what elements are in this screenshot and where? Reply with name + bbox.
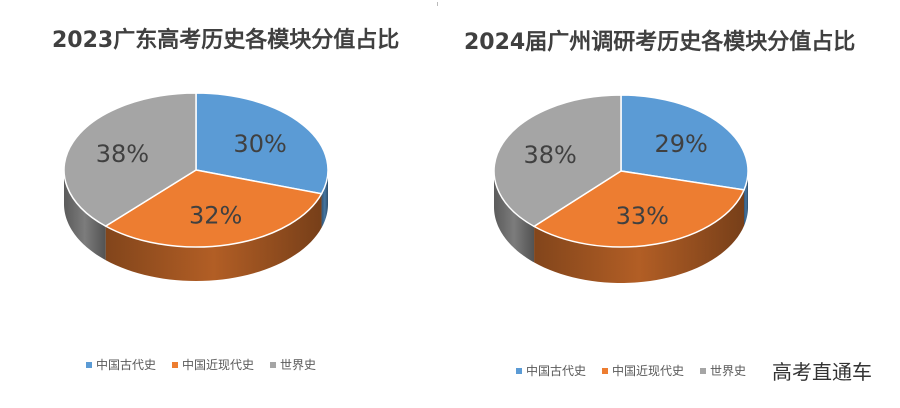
legend-2023: 中国古代史 中国近现代史 世界史: [86, 356, 316, 373]
chart-title-2023: 2023广东高考历史各模块分值占比: [52, 28, 400, 53]
legend-item-modern: 中国近现代史: [172, 356, 254, 373]
legend-swatch-blue: [516, 367, 522, 374]
legend-swatch-gray: [700, 367, 707, 374]
legend-swatch-orange: [172, 361, 179, 368]
pie-side-2: [494, 171, 535, 263]
watermark-text: 高考直通车: [772, 360, 872, 384]
pie-data-label: 38%: [524, 141, 577, 169]
legend-item-ancient: 中国古代史: [86, 356, 156, 373]
pie-data-label: 30%: [233, 130, 286, 158]
chart-panel-2023: 2023广东高考历史各模块分值占比 30% 32% 38% 中国古代史 中国近现代史…: [52, 28, 400, 373]
legend-label: 中国近现代史: [612, 364, 685, 378]
chart-panel-2024: 2024届广州调研考历史各模块分值占比 29% 33% 38% 中国古代史 中国近现…: [450, 0, 900, 408]
pie-side-1: [534, 189, 745, 283]
legend-label: 中国古代史: [526, 364, 587, 378]
pie-side-0: [744, 171, 748, 226]
legend-item-world: 世界史: [270, 356, 316, 373]
pie-data-label: 33%: [616, 202, 669, 230]
pie-slice-2: [493, 94, 622, 228]
legend-2024: 中国古代史 中国近现代史 世界史: [516, 362, 746, 379]
legend-item-ancient: 中国古代史: [516, 362, 586, 379]
pie-data-label: 32%: [189, 202, 242, 230]
top-tick-mark: [437, 2, 438, 6]
legend-swatch-blue: [86, 361, 92, 368]
legend-label: 中国古代史: [96, 358, 157, 372]
legend-label: 世界史: [710, 364, 747, 378]
legend-label: 世界史: [280, 358, 317, 372]
chart-title-2024: 2024届广州调研考历史各模块分值占比: [464, 30, 856, 55]
pie-slice-1: [104, 169, 323, 248]
pie-data-label: 38%: [96, 140, 149, 168]
legend-swatch-orange: [602, 367, 609, 374]
legend-item-world: 世界史: [700, 362, 746, 379]
pie-chart-2024: 29% 33% 38%: [493, 94, 749, 283]
pie-chart-2023: 30% 32% 38%: [63, 92, 329, 281]
pie-slice-1: [532, 170, 746, 248]
pie-side-1: [105, 193, 322, 281]
pie-data-label: 29%: [655, 130, 708, 158]
legend-item-modern: 中国近现代史: [602, 362, 684, 379]
pie-slice-0: [620, 94, 749, 191]
pie-slice-0: [195, 92, 329, 195]
legend-swatch-gray: [270, 361, 277, 368]
legend-label: 中国近现代史: [182, 358, 255, 372]
pie-slice-2: [63, 92, 197, 227]
pie-side-2: [64, 170, 106, 261]
pie-side-walls: [494, 171, 748, 283]
